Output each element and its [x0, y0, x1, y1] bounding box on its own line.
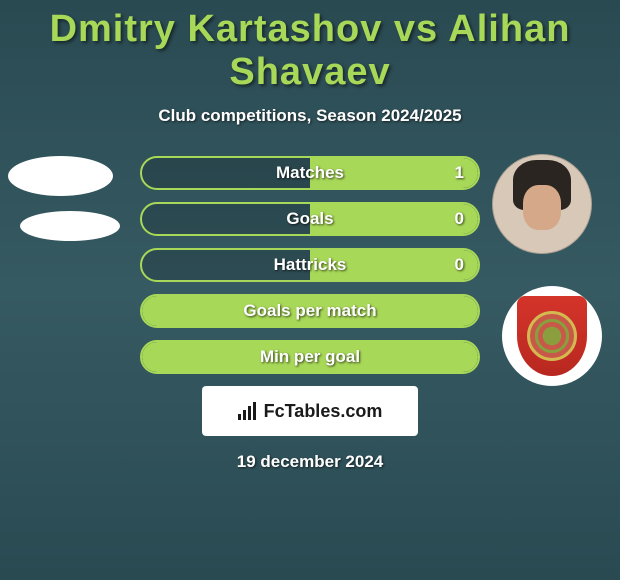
club-badge-icon — [517, 296, 587, 376]
stat-value-right: 1 — [455, 163, 464, 183]
subtitle: Club competitions, Season 2024/2025 — [0, 106, 620, 126]
stat-rows: Matches1Goals0Hattricks0Goals per matchM… — [140, 156, 480, 374]
stat-label: Hattricks — [142, 255, 478, 275]
stat-label: Matches — [142, 163, 478, 183]
player-right-avatar — [492, 154, 592, 254]
logo-text: FcTables.com — [264, 401, 383, 422]
fctables-logo: FcTables.com — [202, 386, 418, 436]
stat-row: Hattricks0 — [140, 248, 480, 282]
stats-area: Matches1Goals0Hattricks0Goals per matchM… — [0, 156, 620, 472]
stat-label: Min per goal — [142, 347, 478, 367]
chart-icon — [238, 402, 260, 420]
stat-row: Goals per match — [140, 294, 480, 328]
stat-label: Goals per match — [142, 301, 478, 321]
date-text: 19 december 2024 — [0, 452, 620, 472]
stat-row: Goals0 — [140, 202, 480, 236]
stat-row: Min per goal — [140, 340, 480, 374]
team-right-badge — [502, 286, 602, 386]
player-left-avatar — [8, 156, 113, 196]
face-icon — [493, 155, 591, 253]
team-left-badge — [20, 211, 120, 241]
stat-value-right: 0 — [455, 255, 464, 275]
stat-label: Goals — [142, 209, 478, 229]
stat-value-right: 0 — [455, 209, 464, 229]
stat-row: Matches1 — [140, 156, 480, 190]
page-title: Dmitry Kartashov vs Alihan Shavaev — [0, 0, 620, 94]
